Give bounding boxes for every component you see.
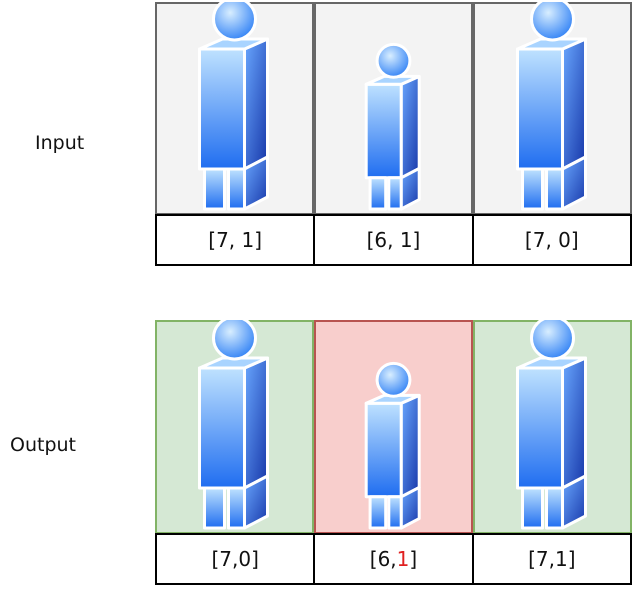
output-tag-1: [7, 0] bbox=[157, 535, 316, 583]
person-figure-icon bbox=[473, 2, 632, 215]
input-tag-1: [7, 1] bbox=[157, 216, 316, 264]
output-tag-1-value: 0 bbox=[238, 547, 252, 571]
input-tag-2: [6, 1] bbox=[315, 216, 474, 264]
input-cell-2 bbox=[314, 2, 473, 215]
output-tag-2-value-highlighted: 1 bbox=[396, 547, 410, 571]
output-cell-2 bbox=[314, 320, 473, 534]
output-figure-panel bbox=[155, 320, 632, 534]
output-tag-3-value: 1 bbox=[554, 547, 568, 571]
output-tag-1-prefix: [7, bbox=[211, 547, 239, 571]
person-figure-icon bbox=[473, 320, 632, 534]
person-figure-icon bbox=[314, 320, 473, 534]
output-tag-2: [6, 1] bbox=[315, 535, 474, 583]
output-cell-1 bbox=[155, 320, 314, 534]
output-tag-3: [7, 1] bbox=[474, 535, 630, 583]
output-tag-2-prefix: [6, bbox=[369, 547, 397, 571]
input-row-label: Input bbox=[35, 132, 85, 154]
input-tag-row: [7, 1] [6, 1] [7, 0] bbox=[155, 214, 632, 266]
output-tag-row: [7, 0] [6, 1] [7, 1] bbox=[155, 533, 632, 585]
input-cell-1 bbox=[155, 2, 314, 215]
output-row-label: Output bbox=[10, 434, 76, 456]
input-tag-3: [7, 0] bbox=[524, 228, 579, 252]
output-tag-3-suffix: ] bbox=[567, 547, 576, 571]
output-tag-3-prefix: [7, bbox=[528, 547, 555, 571]
output-cell-3 bbox=[473, 320, 632, 534]
input-figure-panel bbox=[155, 2, 632, 215]
person-figure-icon bbox=[155, 320, 314, 534]
input-cell-3 bbox=[473, 2, 632, 215]
output-tag-1-suffix: ] bbox=[251, 547, 259, 571]
person-figure-icon bbox=[155, 2, 314, 215]
output-tag-2-suffix: ] bbox=[409, 547, 418, 571]
person-figure-icon bbox=[314, 2, 473, 215]
